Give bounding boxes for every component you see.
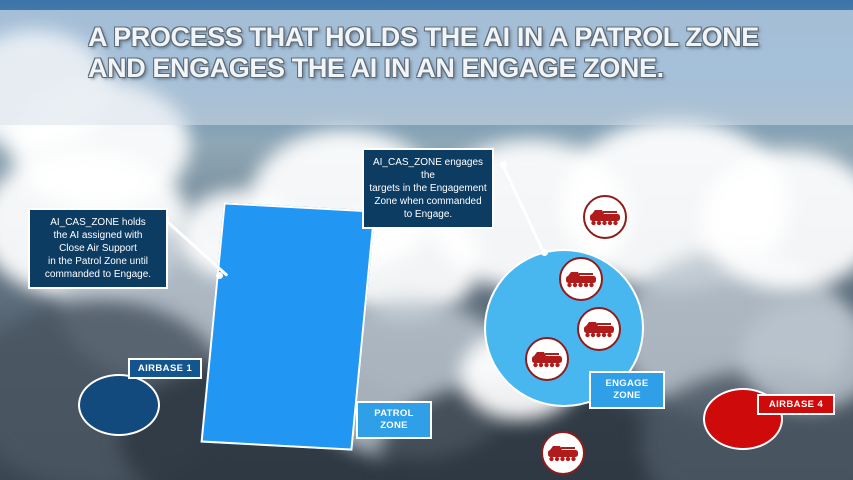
callout-line: the AI assigned with <box>53 230 143 241</box>
hostile-armor-target-4[interactable] <box>525 337 569 381</box>
airbase-1-label[interactable]: AIRBASE 1 <box>128 358 202 379</box>
callout-line: Zone when commanded <box>374 196 482 207</box>
label-line-1: PATROL <box>374 408 414 419</box>
patrol-zone-label[interactable]: PATROL ZONE <box>356 401 432 439</box>
hostile-armor-target-3[interactable] <box>577 307 621 351</box>
connector-endpoint-dot <box>216 272 223 279</box>
hostile-armor-icon <box>566 272 596 288</box>
callout-line: Close Air Support <box>59 243 137 254</box>
hostile-armor-target-2[interactable] <box>559 257 603 301</box>
callout-line: in the Patrol Zone until <box>47 256 149 267</box>
engage-callout-box[interactable]: AI_CAS_ZONE engages the targets in the E… <box>362 148 494 229</box>
callout-line: AI_CAS_ZONE engages the <box>372 157 484 181</box>
label-line-2: ZONE <box>613 390 641 401</box>
patrol-callout-box[interactable]: AI_CAS_ZONE holds the AI assigned with C… <box>28 208 168 289</box>
hostile-armor-icon <box>584 322 614 338</box>
page-title: A PROCESS THAT HOLDS THE AI IN A PATROL … <box>88 22 759 83</box>
connector-endpoint-dot <box>541 249 548 256</box>
title-band <box>0 10 853 125</box>
airbase-4-label[interactable]: AIRBASE 4 <box>757 394 835 415</box>
hostile-armor-icon <box>548 446 578 462</box>
hostile-armor-target-5[interactable] <box>541 431 585 475</box>
callout-line: commanded to Engage. <box>44 269 152 280</box>
callout-line: AI_CAS_ZONE holds <box>50 217 146 228</box>
hostile-armor-target-1[interactable] <box>583 195 627 239</box>
callout-line: to Engage. <box>403 209 453 220</box>
engage-zone-label[interactable]: ENGAGE ZONE <box>589 371 665 409</box>
patrol-zone-shape[interactable] <box>200 202 376 451</box>
label-line-1: ENGAGE <box>605 378 649 389</box>
connector-endpoint-dot <box>500 161 507 168</box>
airbase-1-marker[interactable] <box>78 374 160 436</box>
callout-line: targets in the Engagement <box>369 183 487 194</box>
label-line-2: ZONE <box>380 420 408 431</box>
hostile-armor-icon <box>532 352 562 368</box>
hostile-armor-icon <box>590 210 620 226</box>
